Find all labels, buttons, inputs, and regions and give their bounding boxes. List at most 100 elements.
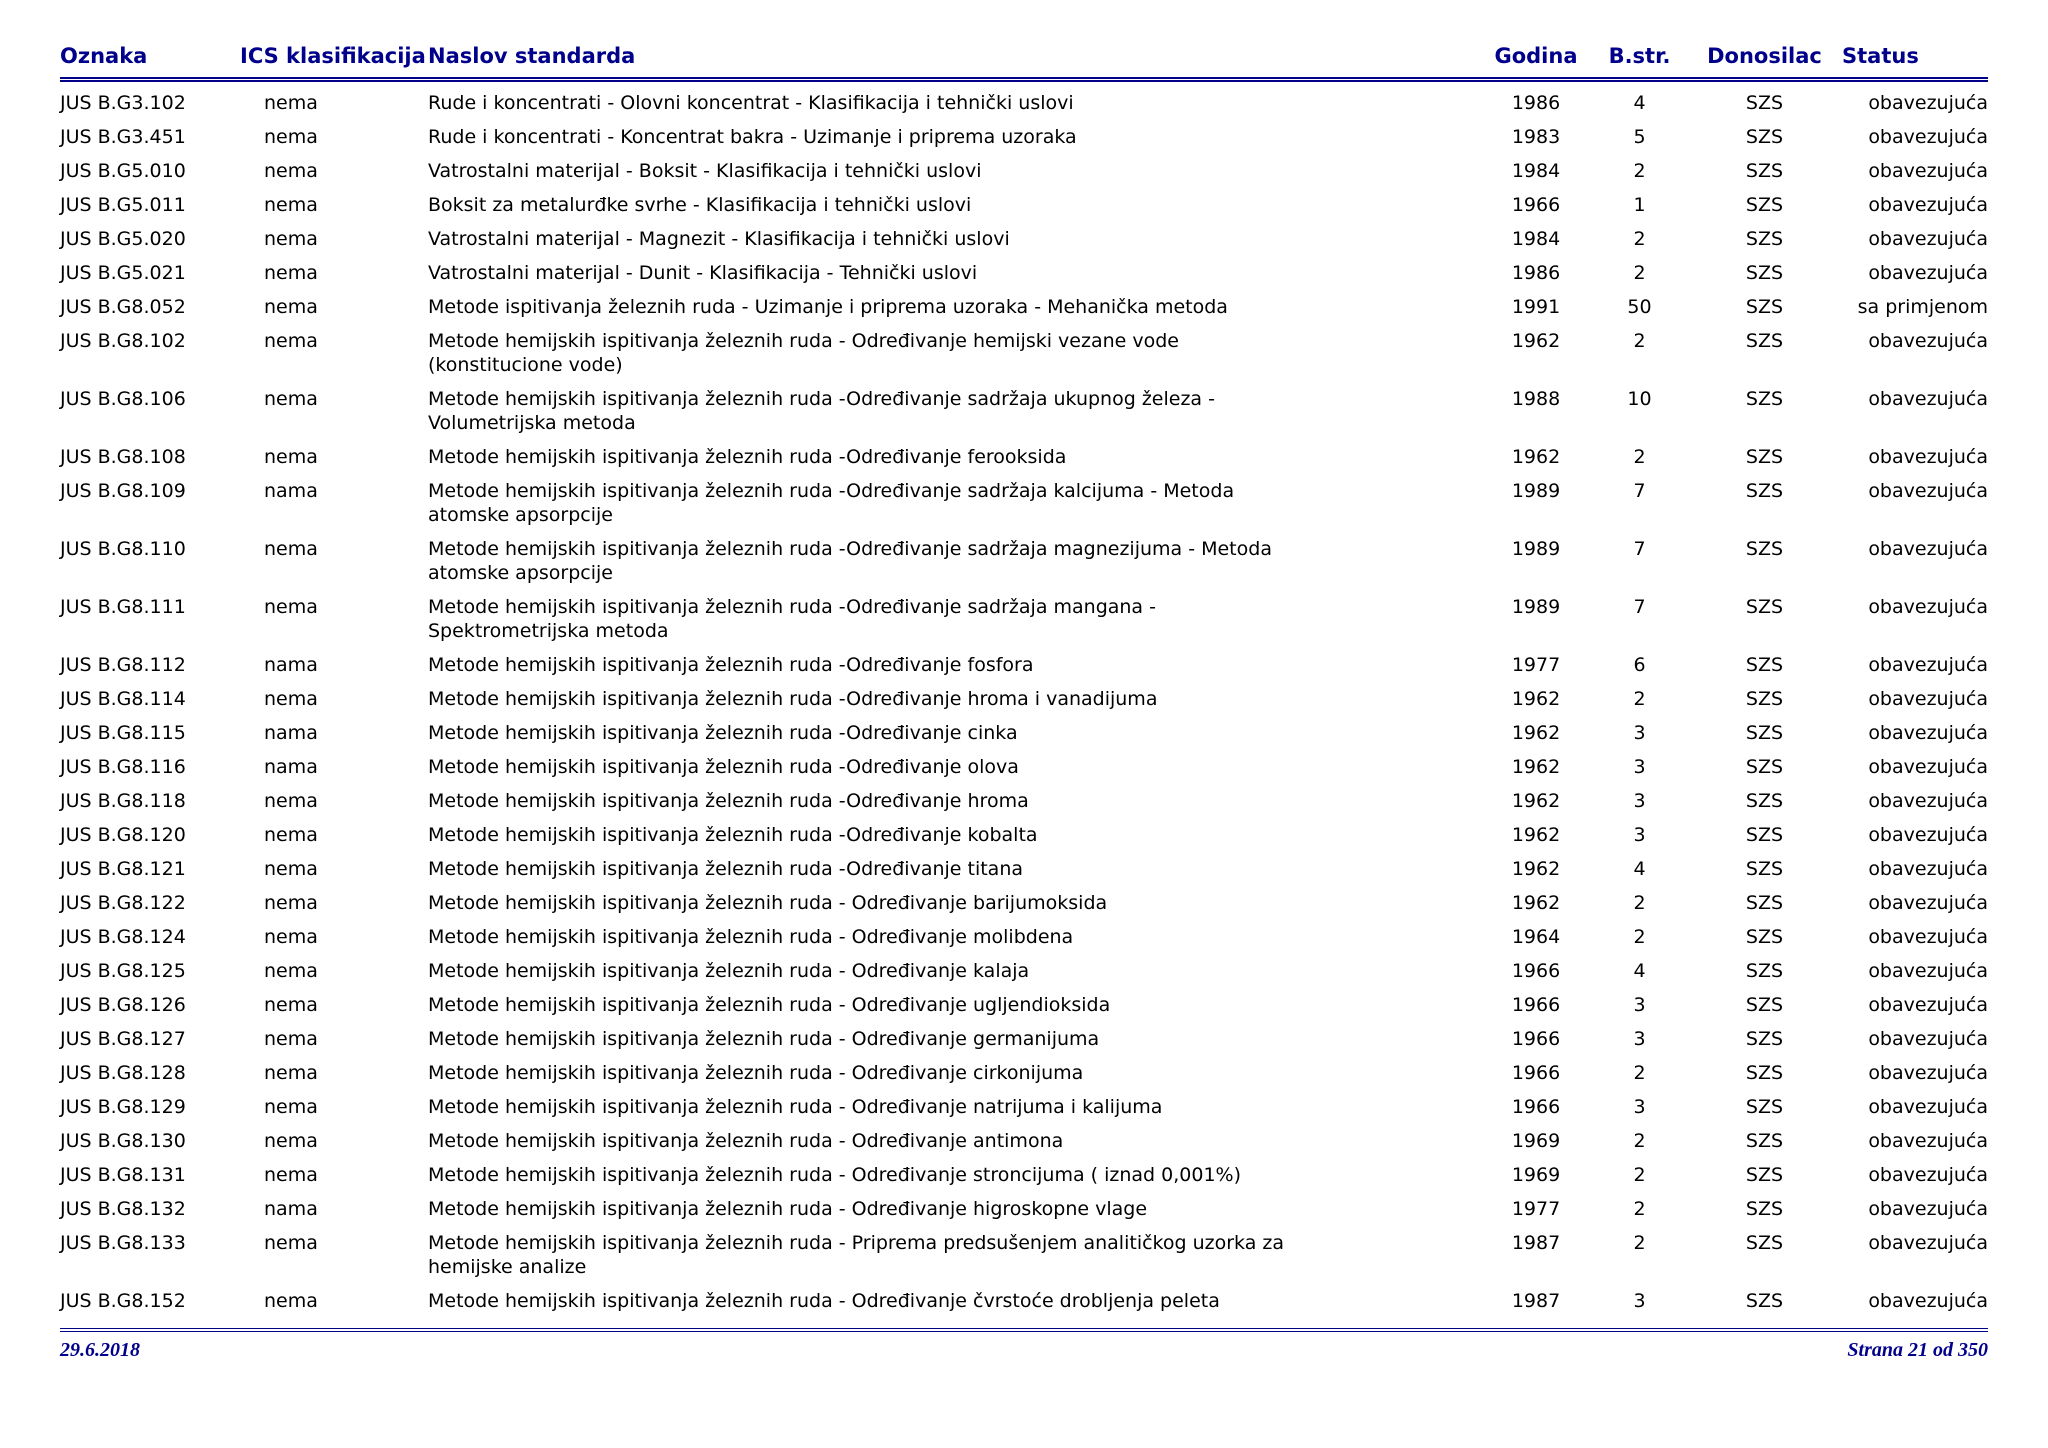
cell-donosilac: SZS <box>1745 480 1784 502</box>
cell-oznaka: JUS B.G5.020 <box>60 228 186 250</box>
cell-bstr: 2 <box>1633 262 1646 284</box>
naslov-text: Boksit za metalurđke svrhe - Klasifikaci… <box>428 194 972 216</box>
table-header: Oznaka ICS klasifikacija Naslov standard… <box>60 44 1988 82</box>
cell-naslov-standarda: Metode hemijskih ispitivanja železnih ru… <box>428 474 1480 532</box>
cell-naslov-standarda: Vatrostalni materijal - Dunit - Klasifik… <box>428 256 1480 290</box>
cell-bstr: 4 <box>1633 92 1646 114</box>
cell-ics-klasifikacija: nema <box>264 824 318 846</box>
cell-donosilac: SZS <box>1745 994 1784 1016</box>
cell-godina: 1962 <box>1511 446 1561 468</box>
column-header-bstr: B.str. <box>1592 44 1687 82</box>
cell-status: obavezujuća <box>1868 824 1988 846</box>
cell-status: obavezujuća <box>1868 330 1988 352</box>
cell-bstr: 4 <box>1633 858 1646 880</box>
naslov-text: Rude i koncentrati - Koncentrat bakra - … <box>428 126 1077 148</box>
cell-ics-klasifikacija: nema <box>264 1096 318 1118</box>
cell-godina: 1962 <box>1511 722 1561 744</box>
cell-oznaka: JUS B.G8.125 <box>60 960 186 982</box>
naslov-text: Metode hemijskih ispitivanja železnih ru… <box>428 722 1018 744</box>
cell-donosilac: SZS <box>1745 858 1784 880</box>
cell-naslov-standarda: Metode hemijskih ispitivanja železnih ru… <box>428 648 1480 682</box>
naslov-text: Metode hemijskih ispitivanja železnih ru… <box>428 892 1108 914</box>
cell-ics-klasifikacija: nema <box>264 1164 318 1186</box>
cell-status: obavezujuća <box>1868 1164 1988 1186</box>
cell-godina: 1984 <box>1511 228 1561 250</box>
cell-oznaka: JUS B.G8.120 <box>60 824 186 846</box>
cell-bstr: 7 <box>1633 538 1646 560</box>
cell-ics-klasifikacija: nema <box>264 926 318 948</box>
cell-oznaka: JUS B.G8.133 <box>60 1232 186 1254</box>
naslov-text: Vatrostalni materijal - Dunit - Klasifik… <box>428 262 978 284</box>
column-header-donosilac: Donosilac <box>1687 44 1842 82</box>
cell-naslov-standarda: Rude i koncentrati - Koncentrat bakra - … <box>428 120 1480 154</box>
cell-ics-klasifikacija: nema <box>264 858 318 880</box>
cell-bstr: 10 <box>1627 388 1652 410</box>
cell-godina: 1969 <box>1511 1164 1561 1186</box>
cell-godina: 1966 <box>1511 1028 1561 1050</box>
cell-status: sa primjenom <box>1857 296 1988 318</box>
cell-ics-klasifikacija: nema <box>264 1130 318 1152</box>
cell-donosilac: SZS <box>1745 926 1784 948</box>
cell-ics-klasifikacija: nema <box>264 960 318 982</box>
cell-godina: 1962 <box>1511 688 1561 710</box>
table-row: JUS B.G8.127 nema Metode hemijskih ispit… <box>60 1022 1988 1056</box>
naslov-text: Rude i koncentrati - Olovni koncentrat -… <box>428 92 1074 114</box>
table-row: JUS B.G5.021 nema Vatrostalni materijal … <box>60 256 1988 290</box>
cell-bstr: 2 <box>1633 1164 1646 1186</box>
cell-oznaka: JUS B.G8.110 <box>60 538 186 560</box>
cell-godina: 1966 <box>1511 960 1561 982</box>
cell-bstr: 7 <box>1633 480 1646 502</box>
cell-bstr: 4 <box>1633 960 1646 982</box>
cell-status: obavezujuća <box>1868 446 1988 468</box>
table-row: JUS B.G8.052 nema Metode ispitivanja žel… <box>60 290 1988 324</box>
cell-oznaka: JUS B.G3.102 <box>60 92 186 114</box>
cell-oznaka: JUS B.G8.052 <box>60 296 186 318</box>
cell-naslov-standarda: Metode hemijskih ispitivanja železnih ru… <box>428 954 1480 988</box>
cell-donosilac: SZS <box>1745 194 1784 216</box>
cell-naslov-standarda: Metode hemijskih ispitivanja železnih ru… <box>428 1284 1480 1318</box>
cell-godina: 1966 <box>1511 1062 1561 1084</box>
cell-oznaka: JUS B.G5.010 <box>60 160 186 182</box>
naslov-text: Metode hemijskih ispitivanja železnih ru… <box>428 330 1179 376</box>
cell-donosilac: SZS <box>1745 262 1784 284</box>
table-row: JUS B.G3.102 nema Rude i koncentrati - O… <box>60 80 1988 121</box>
naslov-text: Metode hemijskih ispitivanja železnih ru… <box>428 1062 1084 1084</box>
cell-ics-klasifikacija: nema <box>264 446 318 468</box>
cell-status: obavezujuća <box>1868 960 1988 982</box>
cell-bstr: 2 <box>1633 228 1646 250</box>
cell-ics-klasifikacija: nema <box>264 228 318 250</box>
cell-status: obavezujuća <box>1868 160 1988 182</box>
cell-naslov-standarda: Metode hemijskih ispitivanja železnih ru… <box>428 886 1480 920</box>
cell-naslov-standarda: Metode hemijskih ispitivanja železnih ru… <box>428 1124 1480 1158</box>
cell-status: obavezujuća <box>1868 926 1988 948</box>
cell-donosilac: SZS <box>1745 1062 1784 1084</box>
table-row: JUS B.G8.133 nema Metode hemijskih ispit… <box>60 1226 1988 1284</box>
cell-status: obavezujuća <box>1868 1062 1988 1084</box>
cell-status: obavezujuća <box>1868 1290 1988 1312</box>
cell-status: obavezujuća <box>1868 480 1988 502</box>
naslov-text: Metode ispitivanja železnih ruda - Uzima… <box>428 296 1228 318</box>
cell-status: obavezujuća <box>1868 1028 1988 1050</box>
cell-godina: 1962 <box>1511 824 1561 846</box>
cell-oznaka: JUS B.G8.114 <box>60 688 186 710</box>
cell-donosilac: SZS <box>1745 790 1784 812</box>
footer-date: 29.6.2018 <box>60 1339 140 1361</box>
cell-ics-klasifikacija: nema <box>264 296 318 318</box>
cell-donosilac: SZS <box>1745 756 1784 778</box>
cell-oznaka: JUS B.G8.121 <box>60 858 186 880</box>
cell-naslov-standarda: Metode hemijskih ispitivanja železnih ru… <box>428 1022 1480 1056</box>
cell-status: obavezujuća <box>1868 1198 1988 1220</box>
cell-oznaka: JUS B.G8.102 <box>60 330 186 352</box>
cell-status: obavezujuća <box>1868 722 1988 744</box>
cell-bstr: 2 <box>1633 1062 1646 1084</box>
standards-table: Oznaka ICS klasifikacija Naslov standard… <box>60 44 1988 1318</box>
cell-oznaka: JUS B.G8.109 <box>60 480 186 502</box>
cell-oznaka: JUS B.G5.021 <box>60 262 186 284</box>
table-row: JUS B.G8.129 nema Metode hemijskih ispit… <box>60 1090 1988 1124</box>
cell-ics-klasifikacija: nema <box>264 994 318 1016</box>
cell-status: obavezujuća <box>1868 1130 1988 1152</box>
cell-naslov-standarda: Metode hemijskih ispitivanja železnih ru… <box>428 682 1480 716</box>
cell-godina: 1966 <box>1511 1096 1561 1118</box>
cell-ics-klasifikacija: nema <box>264 194 318 216</box>
